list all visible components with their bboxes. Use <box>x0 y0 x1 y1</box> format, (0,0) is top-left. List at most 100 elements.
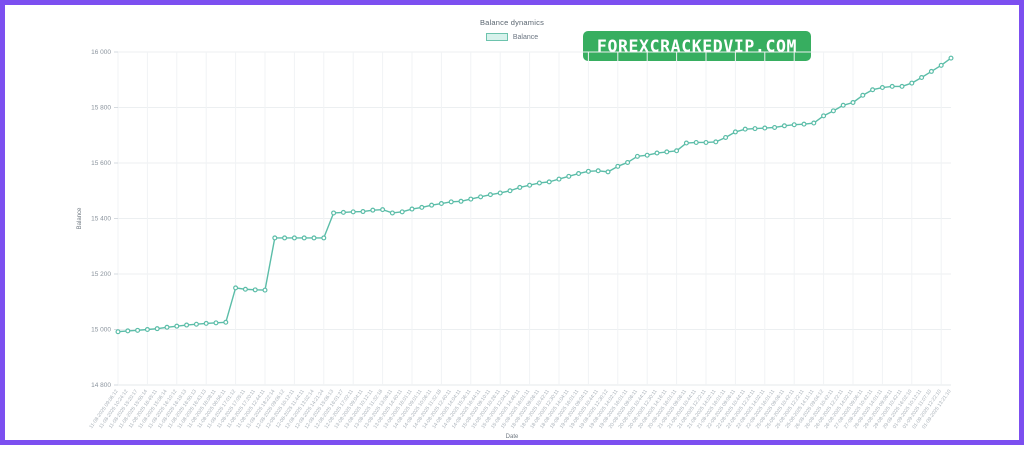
series-marker <box>154 326 160 332</box>
series-marker <box>850 99 856 105</box>
series-marker <box>340 209 346 215</box>
series-marker <box>791 122 797 128</box>
chart-legend: Balance <box>5 33 1019 41</box>
y-axis-tick-label: 15 000 <box>91 327 111 334</box>
y-axis-tick-label: 15 600 <box>91 160 111 167</box>
series-marker <box>546 179 552 185</box>
chart-canvas: Balance dynamics Balance FOREXCRACKEDVIP… <box>5 5 1019 440</box>
series-marker <box>487 192 493 198</box>
series-marker <box>468 196 474 202</box>
series-marker <box>605 169 611 175</box>
series-marker <box>909 80 915 86</box>
series-marker <box>644 152 650 158</box>
series-marker <box>742 126 748 132</box>
grid-layer <box>117 51 951 386</box>
series-marker <box>536 180 542 186</box>
series-marker <box>360 209 366 215</box>
series-marker <box>899 83 905 89</box>
series-marker <box>821 113 827 119</box>
series-marker <box>840 102 846 108</box>
legend-label-balance: Balance <box>512 33 539 41</box>
y-axis-title-text: Balance <box>77 207 83 229</box>
series-marker <box>723 134 729 140</box>
series-marker <box>576 171 582 177</box>
series-marker <box>938 62 944 68</box>
series-marker <box>527 182 533 188</box>
watermark-badge: FOREXCRACKEDVIP.COM <box>583 31 811 61</box>
series-marker <box>331 210 337 216</box>
series-marker <box>311 235 317 241</box>
series-marker <box>448 199 454 205</box>
series-marker <box>272 235 278 241</box>
series-marker <box>517 184 523 190</box>
series-marker <box>664 149 670 155</box>
series-marker <box>634 153 640 159</box>
series-marker <box>301 235 307 241</box>
series-marker <box>811 120 817 126</box>
series-marker <box>233 285 239 291</box>
series-marker <box>223 319 229 325</box>
series-marker <box>409 206 415 212</box>
series-marker <box>948 55 954 61</box>
series-marker <box>830 108 836 114</box>
plot-area: 14 800 15 000 15 200 15 400 15 600 15 800 16 0… <box>77 49 954 431</box>
series-marker <box>429 202 435 208</box>
series-marker <box>762 125 768 131</box>
series-marker <box>370 207 376 213</box>
series-marker <box>674 148 680 154</box>
series-marker <box>585 168 591 174</box>
series-marker <box>497 190 503 196</box>
series-marker <box>184 322 190 328</box>
y-axis-tick-label: 15 800 <box>91 105 111 112</box>
series-marker <box>870 87 876 93</box>
series-marker <box>144 327 150 333</box>
series-marker <box>625 159 631 165</box>
series-marker <box>419 204 425 210</box>
series-marker <box>919 75 925 81</box>
series-marker <box>193 321 199 327</box>
series-marker <box>291 235 297 241</box>
series-marker <box>889 83 895 89</box>
series-balance <box>115 55 954 335</box>
series-marker <box>772 124 778 130</box>
series-marker <box>282 235 288 241</box>
page-title: Balance dynamics <box>479 18 545 27</box>
series-marker <box>135 327 141 333</box>
series-marker <box>713 139 719 145</box>
series-marker <box>752 126 758 132</box>
series-marker <box>389 210 395 216</box>
series-marker <box>164 324 170 330</box>
series-marker <box>478 194 484 200</box>
series-marker <box>507 188 513 194</box>
y-axis-tick-label: 16 000 <box>91 49 111 56</box>
x-axis-title: Date <box>505 434 519 440</box>
legend-swatch-balance <box>485 33 508 41</box>
series-marker <box>683 140 689 146</box>
series-marker <box>595 168 601 174</box>
series-line-balance <box>117 57 952 333</box>
series-marker <box>879 85 885 91</box>
series-marker <box>350 209 356 215</box>
series-marker <box>174 323 180 329</box>
series-marker <box>203 320 209 326</box>
series-marker <box>213 320 219 326</box>
series-marker <box>438 201 444 207</box>
y-axis-tick-label: 15 200 <box>91 271 111 278</box>
series-marker <box>125 328 131 334</box>
y-axis-ticks: 14 800 15 000 15 200 15 400 15 600 15 800 16 0… <box>91 49 118 389</box>
series-marker <box>252 287 258 293</box>
y-axis-tick-label: 15 400 <box>91 216 111 223</box>
series-marker <box>615 163 621 169</box>
series-marker <box>556 176 562 182</box>
series-marker <box>801 121 807 127</box>
series-marker <box>458 198 464 204</box>
series-marker <box>399 209 405 215</box>
series-marker <box>703 139 709 145</box>
watermark-text: FOREXCRACKEDVIP.COM <box>596 36 798 56</box>
series-marker <box>321 235 327 241</box>
series-marker <box>781 123 787 129</box>
y-axis-tick-label: 14 800 <box>91 382 111 389</box>
series-marker <box>928 68 934 74</box>
